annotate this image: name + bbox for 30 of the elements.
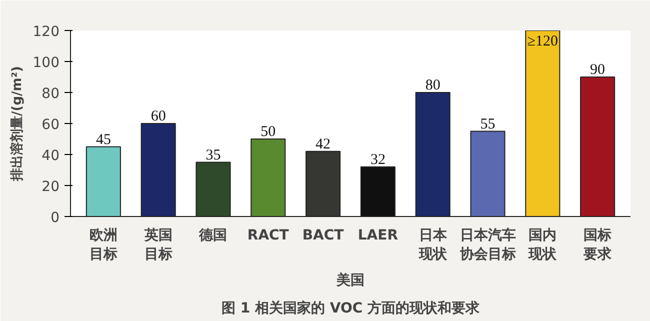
text: 美国 — [336, 272, 364, 288]
data-label: ≥120 — [527, 34, 558, 50]
y-tick-label: 100 — [32, 55, 60, 71]
data-label: 45 — [96, 132, 111, 148]
data-label: 35 — [206, 147, 221, 164]
y-tick-label: 60 — [42, 117, 60, 133]
y-tick-label: 40 — [42, 148, 60, 164]
x-tick-label: 日本现状 — [418, 228, 448, 263]
data-label: 90 — [590, 62, 606, 78]
data-label: 50 — [260, 124, 276, 140]
x-tick-label: 国标要求 — [582, 228, 613, 263]
x-tick-label: 英国目标 — [143, 228, 172, 263]
data-label: 60 — [150, 108, 166, 124]
x-tick-label: 德国 — [198, 228, 228, 244]
data-label: 42 — [316, 136, 331, 152]
y-tick-label: 20 — [42, 179, 60, 195]
y-tick-label: 0 — [50, 210, 60, 226]
x-tick-label: BACT — [302, 228, 344, 244]
data-label: 32 — [370, 152, 386, 168]
y-axis-title: 排出溶剂量/(g/m²) — [8, 66, 25, 182]
y-tick-label: 80 — [42, 86, 60, 102]
data-label: 80 — [425, 78, 440, 94]
y-tick-label: 120 — [32, 24, 60, 40]
text: 图 1 相关国家的 VOC 方面的现状和要求 — [222, 300, 480, 316]
x-tick-label: 欧洲目标 — [89, 228, 118, 263]
x-tick-label: 国内现状 — [528, 228, 558, 263]
x-tick-label: LAER — [358, 228, 398, 244]
x-tick-label: 日本汽车协会目标 — [458, 226, 516, 263]
x-tick-label: RACT — [247, 228, 290, 244]
data-label: 55 — [480, 116, 496, 132]
